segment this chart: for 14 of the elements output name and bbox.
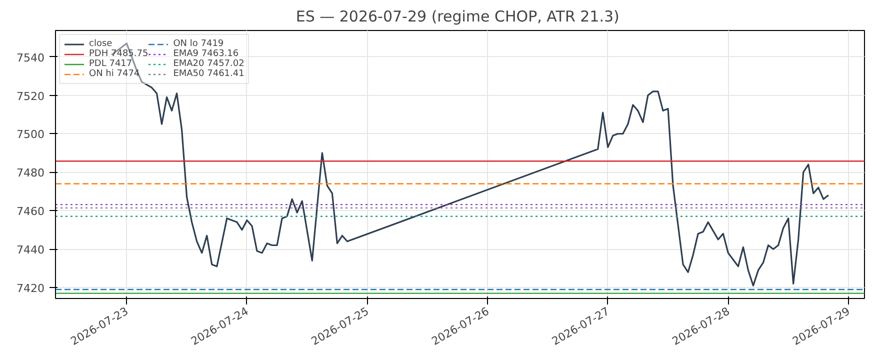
chart-title: ES — 2026-07-29 (regime CHOP, ATR 21.3) — [296, 8, 620, 26]
y-tick-label: 7420 — [16, 282, 45, 296]
legend-label: PDL 7417 — [89, 59, 132, 69]
y-tick-label: 7460 — [16, 205, 45, 218]
y-tick-label: 7520 — [16, 90, 45, 103]
legend-label: close — [89, 39, 112, 49]
y-tick-label: 7540 — [16, 51, 45, 64]
legend-label: ON lo 7419 — [173, 39, 224, 49]
y-tick-label: 7500 — [16, 128, 45, 142]
y-tick-label: 7440 — [16, 244, 45, 257]
legend-label: EMA20 7457.02 — [173, 59, 244, 69]
legend-label: EMA9 7463.16 — [173, 49, 239, 59]
legend-label: EMA50 7461.41 — [173, 69, 244, 79]
y-tick-label: 7480 — [16, 166, 45, 180]
